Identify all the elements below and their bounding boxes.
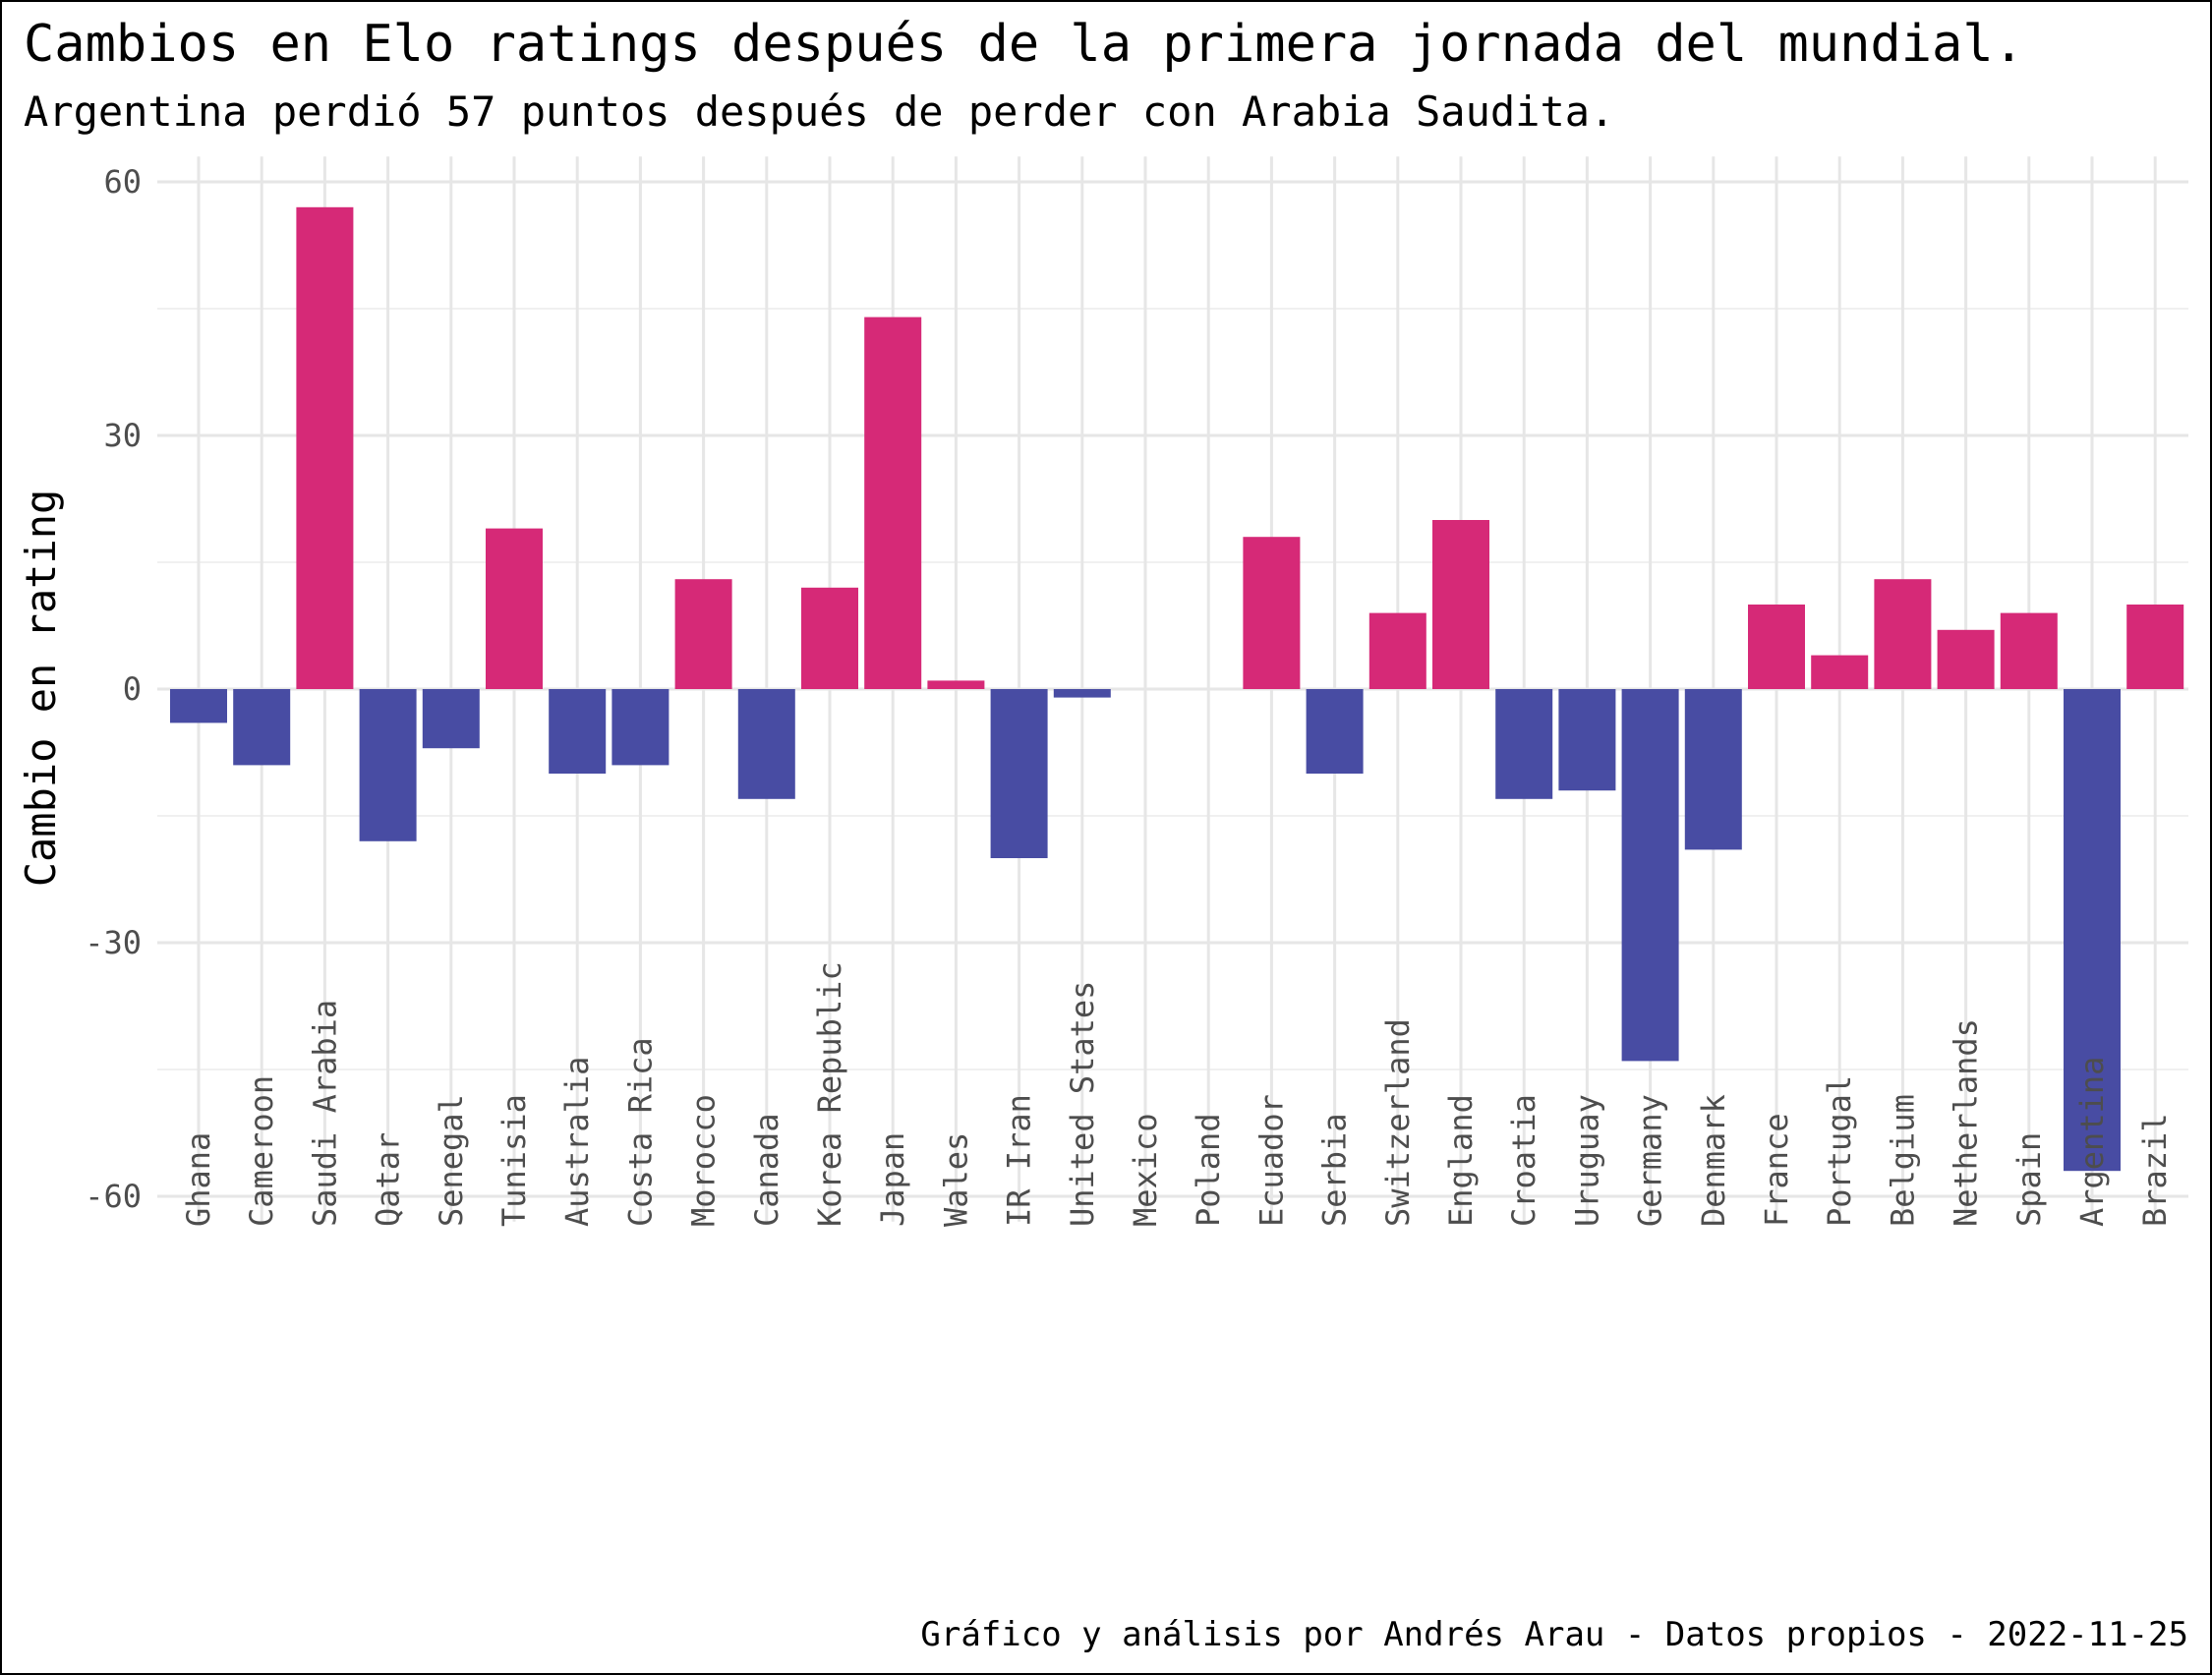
- x-tick-label-france: France: [1758, 1113, 1795, 1227]
- bar-argentina: [2064, 689, 2121, 1172]
- chart-caption: Gráfico y análisis por Andrés Arau - Dat…: [920, 1615, 2188, 1654]
- bar-uruguay: [1558, 689, 1616, 791]
- x-tick-label-portugal: Portugal: [1821, 1075, 1858, 1227]
- bar-morocco: [674, 579, 732, 689]
- bar-croatia: [1495, 689, 1553, 799]
- x-tick-label-qatar: Qatar: [370, 1132, 407, 1227]
- bar-denmark: [1684, 689, 1742, 850]
- x-tick-label-germany: Germany: [1632, 1094, 1669, 1227]
- y-axis-label: Cambio en rating: [17, 490, 65, 888]
- x-tick-label-england: England: [1442, 1094, 1480, 1227]
- x-tick-label-australia: Australia: [558, 1057, 596, 1227]
- x-tick-label-denmark: Denmark: [1695, 1094, 1732, 1227]
- x-tick-label-croatia: Croatia: [1505, 1094, 1543, 1227]
- bar-wales: [927, 680, 985, 689]
- bar-qatar: [359, 689, 417, 841]
- bar-ecuador: [1243, 537, 1301, 689]
- bar-switzerland: [1368, 612, 1426, 689]
- bar-portugal: [1811, 655, 1869, 689]
- x-tick-labels: Ghana Cameroon Saudi Arabia Qatar Senegal Tun…: [180, 961, 2174, 1227]
- x-tick-label-spain: Spain: [2010, 1132, 2048, 1227]
- bar-brazil: [2126, 605, 2184, 689]
- bars: [170, 206, 2184, 1172]
- x-tick-label-poland: Poland: [1190, 1113, 1227, 1227]
- x-tick-label-netherlands: Netherlands: [1948, 1018, 1985, 1227]
- y-tick-label: 30: [103, 417, 142, 454]
- bar-england: [1432, 520, 1489, 689]
- x-tick-label-switzerland: Switzerland: [1379, 1018, 1417, 1227]
- x-tick-label-united-states: United States: [1064, 981, 1101, 1227]
- bar-serbia: [1306, 689, 1364, 774]
- x-tick-label-argentina: Argentina: [2073, 1057, 2111, 1227]
- x-tick-label-mexico: Mexico: [1127, 1113, 1164, 1227]
- bar-france: [1748, 605, 1805, 689]
- bar-canada: [737, 689, 795, 799]
- x-tick-label-ir-iran: IR Iran: [1001, 1094, 1038, 1227]
- x-tick-label-serbia: Serbia: [1316, 1113, 1354, 1227]
- bar-spain: [2000, 612, 2058, 689]
- x-tick-label-cameroon: Cameroon: [243, 1075, 280, 1227]
- x-tick-label-korea-republic: Korea Republic: [811, 961, 848, 1227]
- x-tick-label-morocco: Morocco: [685, 1094, 723, 1227]
- x-tick-label-tunisia: Tunisia: [495, 1094, 533, 1227]
- bar-japan: [864, 317, 922, 689]
- bar-australia: [549, 689, 607, 774]
- bar-saudi-arabia: [296, 206, 354, 690]
- x-tick-label-saudi-arabia: Saudi Arabia: [306, 1000, 343, 1227]
- x-tick-label-uruguay: Uruguay: [1568, 1094, 1605, 1227]
- x-tick-label-senegal: Senegal: [433, 1094, 470, 1227]
- bar-united-states: [1053, 689, 1111, 698]
- x-tick-label-canada: Canada: [748, 1113, 786, 1227]
- y-tick-label: 0: [123, 670, 142, 708]
- x-tick-label-wales: Wales: [937, 1132, 974, 1227]
- x-tick-label-ghana: Ghana: [180, 1132, 217, 1227]
- chart-subtitle: Argentina perdió 57 puntos después de pe…: [24, 87, 1614, 136]
- bar-senegal: [422, 689, 480, 749]
- x-tick-label-ecuador: Ecuador: [1252, 1094, 1290, 1227]
- y-tick-label: 60: [103, 163, 142, 201]
- bar-ghana: [170, 689, 227, 723]
- x-tick-label-brazil: Brazil: [2136, 1113, 2174, 1227]
- bar-korea-republic: [801, 587, 858, 689]
- y-tick-labels: 60 30 0 -30 -60: [85, 163, 142, 1215]
- bar-belgium: [1874, 579, 1932, 689]
- x-tick-label-costa-rica: Costa Rica: [621, 1037, 659, 1227]
- y-tick-label: -30: [85, 924, 142, 961]
- bar-germany: [1621, 689, 1679, 1062]
- x-tick-label-belgium: Belgium: [1884, 1094, 1921, 1227]
- bar-cameroon: [233, 689, 291, 766]
- bar-netherlands: [1937, 629, 1995, 689]
- bar-tunisia: [486, 528, 543, 689]
- chart-title: Cambios en Elo ratings después de la pri…: [24, 15, 2024, 74]
- bar-costa-rica: [611, 689, 669, 766]
- bar-ir-iran: [990, 689, 1048, 858]
- y-tick-label: -60: [85, 1178, 142, 1215]
- x-tick-label-japan: Japan: [874, 1132, 911, 1227]
